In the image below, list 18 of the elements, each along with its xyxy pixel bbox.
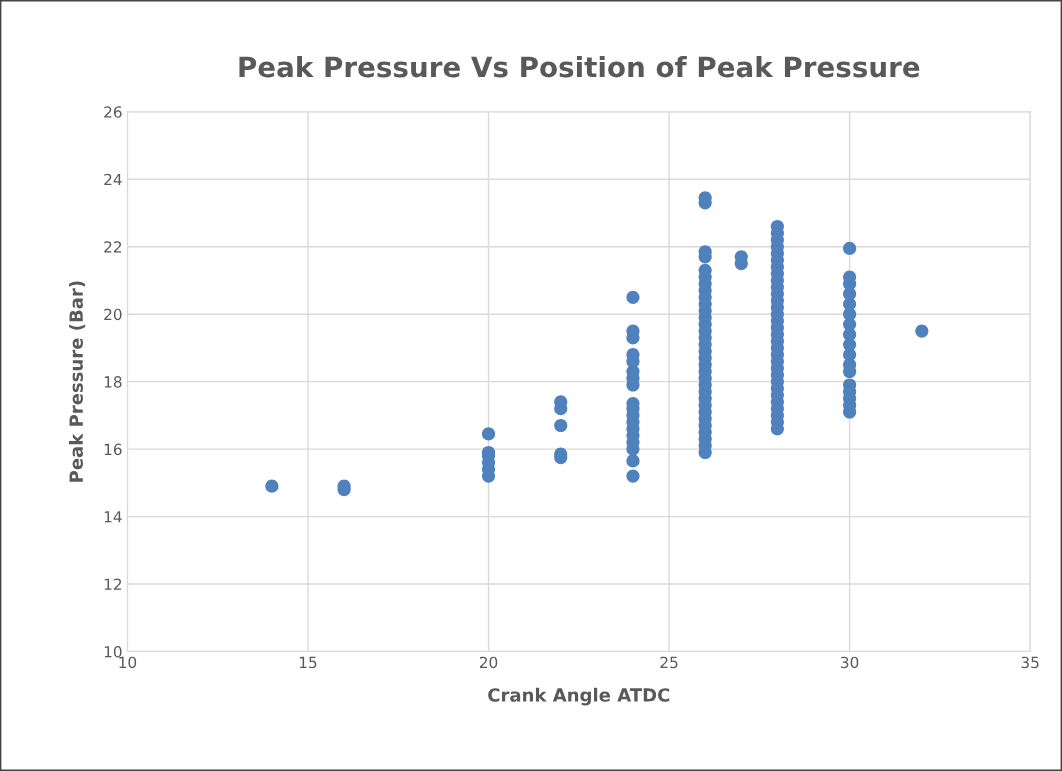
y-tick-label: 14: [104, 511, 122, 523]
y-axis-title: Peak Pressure (Bar): [69, 281, 86, 482]
y-tick-label: 20: [104, 308, 122, 321]
y-tick-label: 18: [104, 376, 122, 388]
x-tick-label: 25: [660, 656, 678, 669]
x-tick-label: 35: [1021, 656, 1039, 669]
y-tick-label: 16: [104, 443, 122, 456]
y-tick-label: 12: [104, 578, 122, 590]
x-tick-label: 20: [479, 656, 498, 669]
y-tick-label: 22: [104, 241, 122, 253]
x-tick-label: 30: [841, 656, 859, 669]
chart-title: Peak Pressure Vs Position of Peak Pressure: [239, 55, 920, 78]
x-tick-label: 15: [299, 656, 317, 669]
y-tick-label: 10: [104, 645, 122, 658]
x-tick-label: 10: [119, 656, 137, 669]
y-tick-label: 24: [104, 173, 122, 186]
x-axis-title: Crank Angle ATDC: [488, 687, 670, 706]
y-tick-label: 26: [104, 106, 122, 118]
